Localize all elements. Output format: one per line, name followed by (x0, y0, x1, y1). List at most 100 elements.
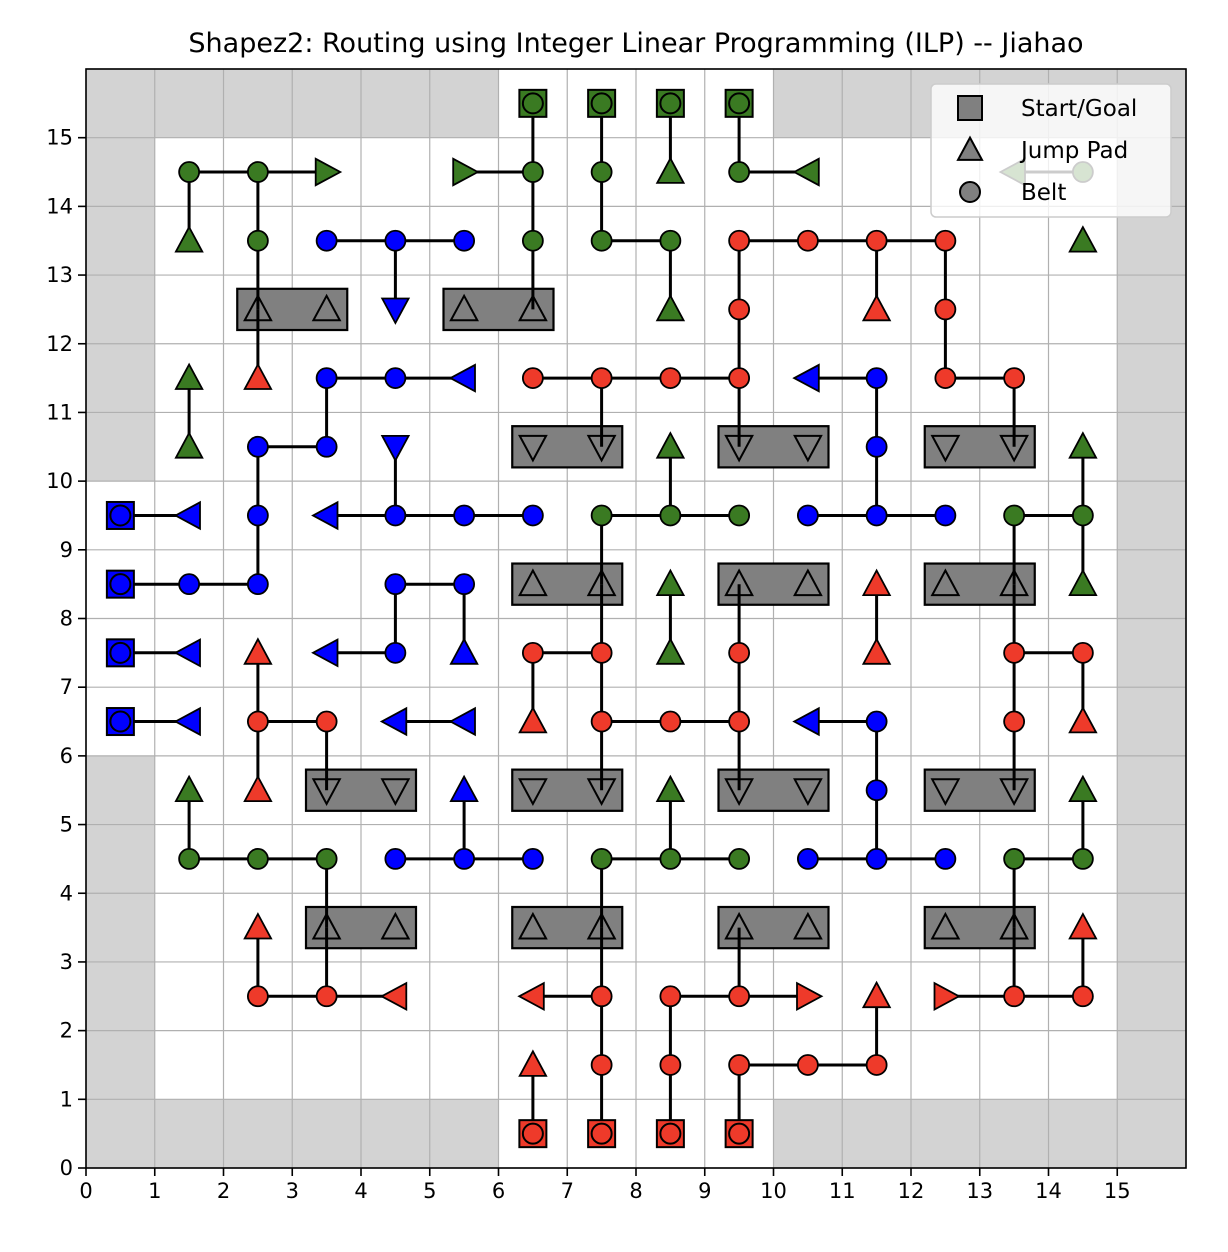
machine-port-marker (380, 778, 411, 807)
belt-red (1071, 985, 1094, 1008)
y-tick-label: 9 (60, 538, 73, 562)
jump-pad-green (174, 225, 204, 253)
belt-red (865, 1054, 888, 1076)
machine-port-marker (930, 568, 961, 597)
belt-red (315, 985, 338, 1008)
belt-blue (796, 504, 819, 527)
jump-pad-blue (379, 706, 408, 737)
jump-pad-green (655, 774, 686, 802)
belt-green (590, 504, 613, 527)
belt-red (521, 641, 544, 664)
belt-red (728, 710, 751, 733)
belt-red (934, 229, 957, 252)
belt-green (659, 504, 682, 527)
jump-pad-green (452, 157, 480, 187)
belt-blue (934, 504, 957, 527)
jump-pad-red (861, 293, 892, 322)
belt-blue (453, 848, 476, 870)
jump-pad-blue (792, 363, 820, 393)
legend-circle-marker (959, 181, 981, 203)
machine-port-marker (930, 911, 961, 940)
belt-blue (246, 504, 269, 527)
legend-label: Start/Goal (1021, 96, 1137, 122)
belt-red (1071, 641, 1094, 664)
x-tick-label: 2 (217, 1179, 230, 1203)
start-goal-belt-green (728, 92, 751, 115)
jump-pad-green (1068, 225, 1098, 253)
jump-pad-green (655, 156, 686, 184)
belt-green (246, 229, 269, 252)
jump-pad-red (796, 981, 824, 1012)
belt-red (590, 641, 613, 664)
machine-port-marker (930, 778, 961, 807)
belt-green (246, 161, 269, 183)
x-tick-label: 15 (1104, 1179, 1131, 1203)
jump-pad-blue (311, 638, 339, 668)
belt-red (590, 1054, 613, 1076)
machine-port-marker (793, 434, 823, 463)
belt-green (246, 848, 269, 870)
belt-blue (315, 229, 338, 252)
jump-pad-green (314, 157, 343, 187)
machine-port-marker (793, 778, 823, 807)
route-line-green (1012, 446, 1085, 585)
jump-pad-red (243, 362, 273, 390)
jump-pad-red (861, 568, 892, 596)
jump-pad-blue (380, 434, 411, 463)
belt-red (246, 985, 269, 1008)
start-goal-belt-red (659, 1122, 682, 1145)
jump-pad-blue (448, 706, 476, 737)
belt-blue (178, 573, 201, 596)
jump-pad-green (174, 774, 204, 802)
x-tick-label: 8 (629, 1179, 642, 1203)
x-tick-label: 14 (1035, 1179, 1062, 1203)
belt-green (521, 229, 544, 252)
belt-red (1003, 367, 1026, 389)
belt-red (1003, 710, 1026, 733)
jump-pad-blue (448, 363, 476, 393)
y-tick-label: 4 (60, 881, 73, 905)
x-tick-label: 5 (423, 1179, 436, 1203)
x-tick-label: 1 (148, 1179, 161, 1203)
blocked-cell (86, 755, 155, 1100)
axis-ticks: 0 1 2 3 4 5 6 7 8 9 10 11 12 13 14 15012345678910111213… (46, 126, 1130, 1203)
belt-green (728, 161, 751, 183)
machine-port-marker (793, 911, 823, 940)
start-goal-belt-blue (109, 641, 132, 664)
belt-green (1003, 504, 1026, 527)
belt-green (590, 229, 613, 252)
x-tick-label: 13 (966, 1179, 993, 1203)
machine-port-marker (930, 434, 961, 463)
jump-pad-red (379, 981, 408, 1012)
belt-blue (453, 504, 476, 527)
belt-blue (865, 504, 888, 527)
belt-blue (934, 848, 957, 870)
legend-box (930, 83, 1172, 218)
jump-pad-blue (380, 297, 411, 325)
start-goal-belt-green (659, 92, 682, 115)
x-tick-label: 4 (354, 1179, 367, 1203)
jump-pad-red (243, 637, 273, 665)
start-goal-belt-blue (109, 504, 132, 527)
machine-port-marker (449, 293, 479, 322)
belt-blue (865, 779, 888, 802)
belt-red (521, 367, 544, 389)
jump-pad-red (861, 637, 892, 665)
legend-triangle-marker (956, 135, 984, 161)
belt-red (728, 367, 751, 389)
x-tick-label: 10 (760, 1179, 787, 1203)
belt-green (728, 504, 751, 527)
belt-blue (865, 367, 888, 389)
y-tick-label: 5 (60, 813, 73, 837)
x-tick-label: 11 (829, 1179, 856, 1203)
belt-green (178, 161, 201, 183)
belt-blue (315, 367, 338, 389)
jump-pad-green (655, 637, 686, 665)
jump-pad-green (1068, 568, 1098, 596)
belt-blue (796, 848, 819, 870)
belt-blue (384, 367, 407, 389)
belt-blue (453, 573, 476, 596)
jump-pad-red (243, 912, 273, 940)
belt-blue (453, 229, 476, 252)
